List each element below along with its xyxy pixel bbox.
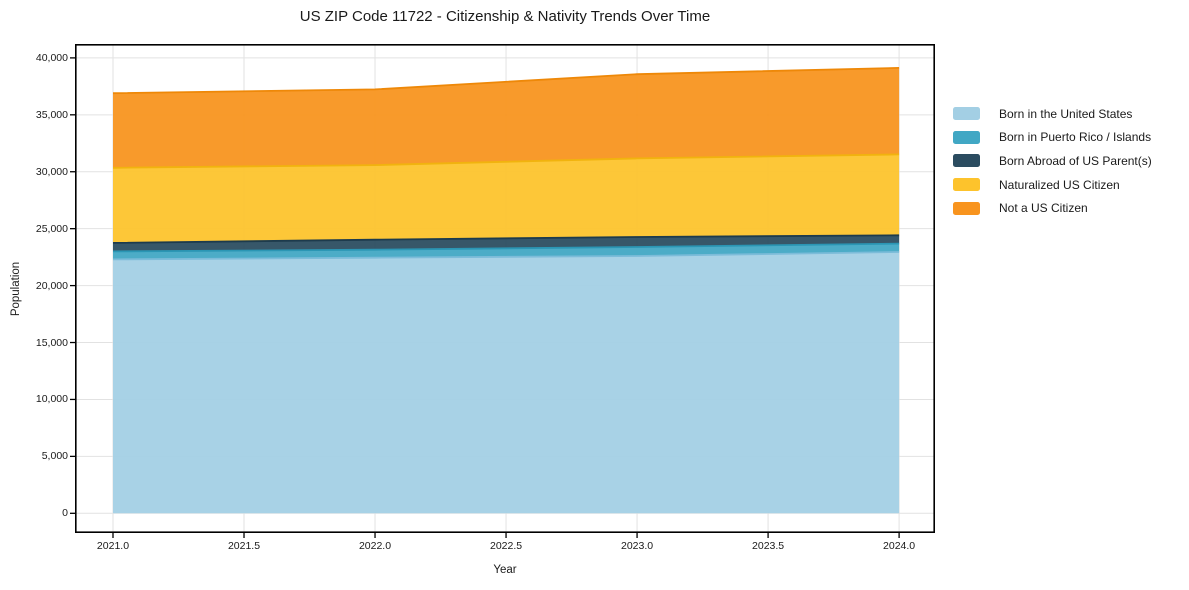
area-born-abroad-of-us-parent-s	[113, 235, 900, 252]
legend-label: Not a US Citizen	[999, 201, 1088, 216]
area-edge-born-in-puerto-rico-islands	[112, 242, 900, 253]
x-tick-label: 2022.0	[358, 540, 392, 552]
legend-label: Born in the United States	[999, 106, 1133, 121]
legend-label: Born in Puerto Rico / Islands	[999, 130, 1152, 145]
area-not-a-us-citizen	[113, 67, 900, 168]
area-born-in-the-united-states	[113, 252, 900, 514]
x-tick-label: 2023.5	[752, 540, 785, 552]
legend-item-born-abroad-of-us-parent-s: Born Abroad of US Parent(s)	[953, 149, 1152, 173]
legend-item-naturalized-us-citizen: Naturalized US Citizen	[953, 173, 1152, 197]
area-edge-born-abroad-of-us-parent-s	[112, 234, 900, 244]
legend-item-not-a-us-citizen: Not a US Citizen	[953, 196, 1152, 220]
y-tick-label: 20,000	[35, 279, 68, 292]
x-axis-label: Year	[493, 564, 517, 576]
x-tick-label: 2023.0	[621, 540, 654, 552]
legend-item-born-in-the-united-states: Born in the United States	[953, 102, 1152, 126]
area-naturalized-us-citizen	[113, 154, 900, 243]
area-edge-not-a-us-citizen	[112, 67, 900, 95]
area-born-in-puerto-rico-islands	[113, 243, 900, 260]
legend-swatch	[953, 178, 980, 192]
x-tick-label: 2021.5	[227, 540, 261, 552]
y-tick-label: 0	[62, 507, 68, 520]
y-tick-label: 5,000	[41, 450, 68, 463]
legend: Born in the United States Born in Puerto …	[953, 102, 1152, 220]
x-tick-label: 2021.0	[96, 540, 130, 552]
y-tick-label: 30,000	[35, 165, 68, 178]
y-tick-label: 35,000	[35, 108, 68, 121]
y-tick-label: 40,000	[35, 51, 68, 64]
legend-swatch	[953, 107, 980, 121]
y-tick-label: 10,000	[35, 393, 68, 406]
area-edge-naturalized-us-citizen	[112, 153, 900, 169]
legend-label: Naturalized US Citizen	[999, 177, 1120, 192]
x-tick-label: 2024.0	[883, 540, 916, 552]
chart-title: US ZIP Code 11722 - Citizenship & Nativi…	[299, 8, 711, 25]
x-tick-label: 2022.5	[489, 540, 523, 552]
legend-swatch	[953, 154, 980, 168]
legend-swatch	[953, 201, 980, 215]
y-tick-label: 15,000	[35, 336, 68, 349]
legend-swatch	[953, 130, 980, 144]
legend-item-born-in-puerto-rico-islands: Born in Puerto Rico / Islands	[953, 126, 1152, 150]
area-edge-born-in-the-united-states	[112, 251, 900, 261]
legend-label: Born Abroad of US Parent(s)	[999, 153, 1152, 168]
y-tick-label: 25,000	[35, 222, 68, 235]
axes-frame	[75, 43, 936, 533]
